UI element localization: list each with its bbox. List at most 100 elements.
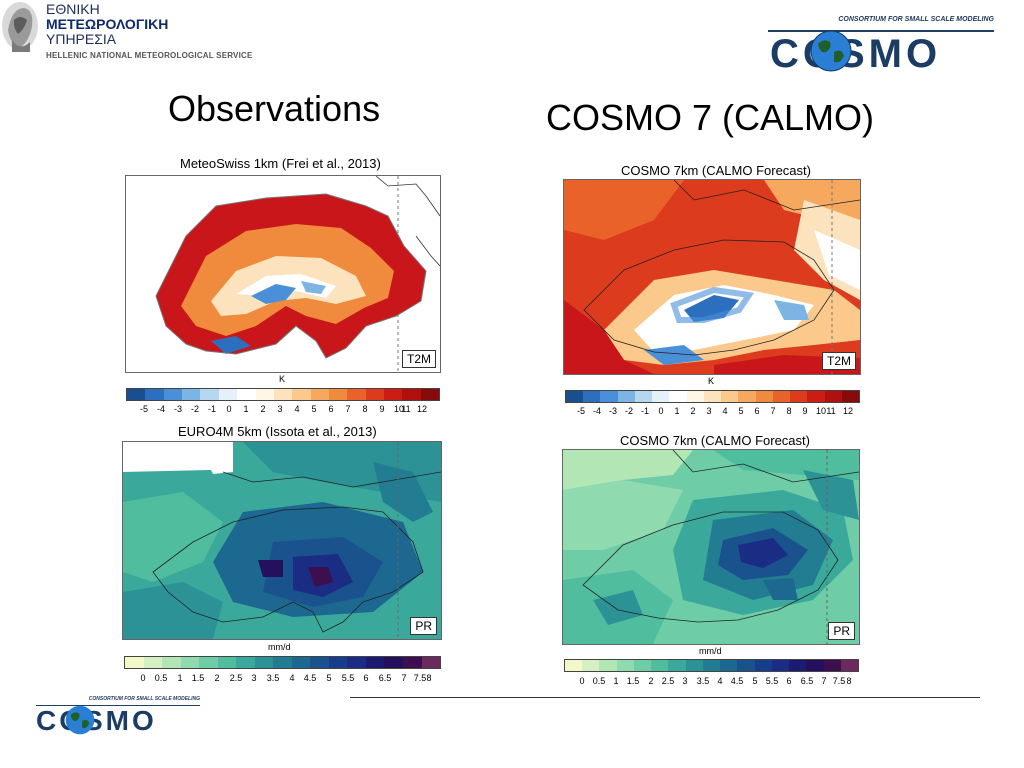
tick: 2 [690,406,696,416]
tick: 7 [345,404,351,414]
cosmo-precip-map [563,450,859,644]
tick: 5.5 [341,673,355,683]
colorbar-obs-t2m [126,388,440,401]
tick: 4.5 [303,673,317,683]
tick: 8 [426,673,432,683]
colorbar-obs-pr [124,656,441,669]
tick: 2 [214,673,220,683]
tick: 5 [752,676,758,686]
tick: 7 [401,673,407,683]
tick: 2 [260,404,266,414]
map-model-pr: PR [562,449,860,645]
tick: 0.5 [154,673,168,683]
tick: 4 [289,673,295,683]
cosmo-logo-footer: CONSORTIUM FOR SMALL SCALE MODELING COSM… [36,696,200,738]
tick: 10 [393,404,405,414]
hnms-emblem-icon [2,2,38,52]
cosmo-logo-word: COSMO [36,705,157,736]
tick: 0 [658,406,664,416]
tick: 7 [770,406,776,416]
tick: 0 [140,673,146,683]
panel-title-obs-t2m: MeteoSwiss 1km (Frei et al., 2013) [180,156,381,171]
tick: -2 [624,406,634,416]
footer-divider [350,697,980,698]
tick: 3.5 [696,676,710,686]
tick: 0 [579,676,585,686]
tick: 8 [846,676,852,686]
switzerland-temperature-map [155,176,440,372]
tick: 2 [648,676,654,686]
tick: -5 [139,404,149,414]
ticks-model-t2m: -5 -4 -3 -2 -1 0 1 2 3 4 5 6 7 8 9 10 11… [565,406,860,418]
tick: 6.5 [378,673,392,683]
tick: 5 [326,673,332,683]
ticks-obs-t2m: -5 -4 -3 -2 -1 0 1 2 3 4 5 6 7 8 9 10 11… [126,404,440,416]
tick: 6.5 [800,676,814,686]
ticks-model-pr: 0 0.5 1 1.5 2 2.5 3 3.5 4 4.5 5 5.5 6 6.… [564,676,859,688]
tick: -1 [640,406,650,416]
panel-title-model-pr: COSMO 7km (CALMO Forecast) [620,433,810,448]
tick: 0.5 [592,676,606,686]
tick: 5.5 [765,676,779,686]
tick: 6 [754,406,760,416]
cosmo-logo-tagline: CONSORTIUM FOR SMALL SCALE MODELING [88,696,200,702]
tick: 8 [362,404,368,414]
column-heading-observations: Observations [168,88,381,129]
unit-model-pr: mm/d [699,646,722,656]
tick: -4 [592,406,602,416]
badge-model-pr: PR [828,622,855,640]
unit-obs-pr: mm/d [268,642,291,652]
badge-obs-pr: PR [410,617,437,635]
column-heading-model: COSMO 7 (CALMO) [546,97,875,138]
tick: -3 [608,406,618,416]
globe-icon [810,30,852,72]
tick: 1.5 [626,676,640,686]
cosmo-logo-tagline: CONSORTIUM FOR SMALL SCALE MODELING [838,16,994,23]
globe-icon [65,705,95,735]
tick: 7.5 [832,676,846,686]
tick: 3 [706,406,712,416]
precip-observation-map [123,442,441,639]
colorbar-model-pr [564,659,859,672]
panel-title-obs-pr: EURO4M 5km (Issota et al., 2013) [178,424,377,439]
cosmo-logo-word: COSMO [770,32,942,76]
tick: -1 [207,404,217,414]
badge-model-t2m: T2M [822,352,856,370]
tick: 4 [294,404,300,414]
tick: 3.5 [266,673,280,683]
tick: 12 [842,406,854,416]
tick: 2.5 [229,673,243,683]
unit-obs-t2m: K [279,374,286,384]
cosmo-logo-header: CONSORTIUM FOR SMALL SCALE MODELING COSM… [768,16,994,76]
tick: 1 [674,406,680,416]
tick: -4 [156,404,166,414]
hnms-name-english: HELLENIC NATIONAL METEOROLOGICAL SERVICE [46,51,253,60]
panel-title-model-t2m: COSMO 7km (CALMO Forecast) [621,163,811,178]
tick: 3 [277,404,283,414]
tick: -2 [190,404,200,414]
tick: 6 [328,404,334,414]
tick: 5 [311,404,317,414]
tick: 3 [682,676,688,686]
tick: 5 [738,406,744,416]
map-obs-pr: PR [122,441,442,640]
tick: 4 [722,406,728,416]
tick: 10 [815,406,827,416]
tick: 2.5 [661,676,675,686]
badge-obs-t2m: T2M [402,350,436,368]
tick: 7 [821,676,827,686]
cosmo-temperature-map [564,180,860,374]
tick: 4 [717,676,723,686]
ticks-obs-pr: 0 0.5 1 1.5 2 2.5 3 3.5 4 4.5 5 5.5 6 6.… [124,673,441,685]
tick: 9 [802,406,808,416]
hnms-name-line2: ΜΕΤΕΩΡΟΛΟΓΙΚΗ [46,16,169,32]
tick: 3 [251,673,257,683]
tick: 1.5 [191,673,205,683]
tick: 7.5 [413,673,427,683]
map-obs-t2m: T2M [125,175,441,373]
tick: -3 [173,404,183,414]
tick: 0 [226,404,232,414]
tick: 11 [826,406,836,416]
hnms-name-line3: ΥΠΗΡΕΣΙΑ [46,31,117,47]
tick: 1 [613,676,619,686]
